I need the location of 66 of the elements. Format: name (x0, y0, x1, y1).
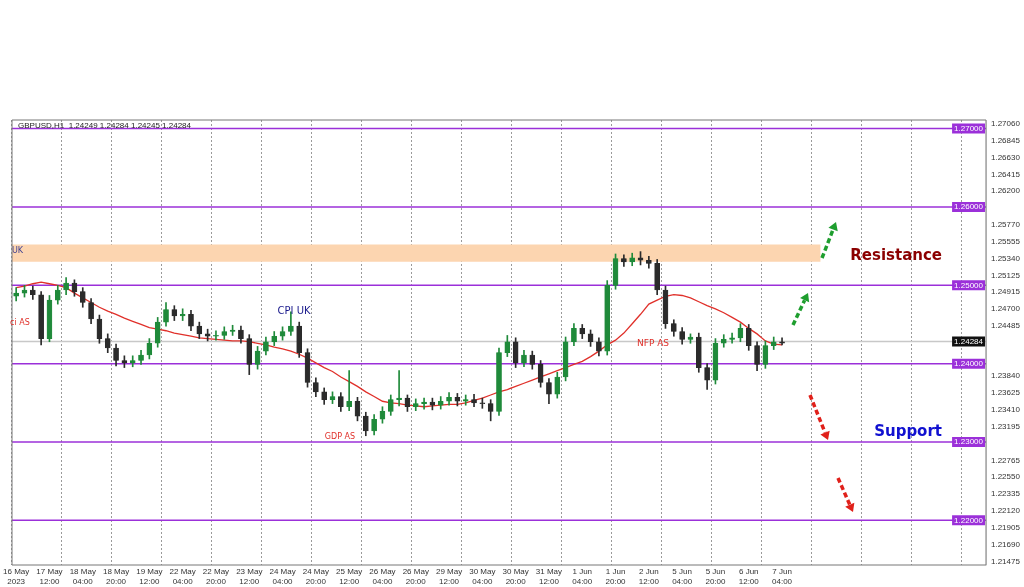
x-tick-label: 26 May 04:00 (369, 567, 396, 586)
candlestick (346, 370, 352, 411)
x-tick-label: 16 May 2023 (3, 567, 30, 586)
x-tick-label: 22 May 04:00 (169, 567, 196, 586)
x-tick-label: 19 May 12:00 (136, 567, 163, 586)
candlestick (129, 355, 136, 368)
y-tick-label: 1.22550 (991, 472, 1021, 482)
y-tick-label: 1.23625 (991, 388, 1021, 398)
y-tick-label: 1.23840 (991, 371, 1021, 381)
y-tick-label: 1.25555 (991, 237, 1021, 247)
y-tick-label: 1.25340 (991, 253, 1021, 263)
x-tick-label: 22 May 20:00 (202, 567, 230, 586)
x-tick-label: 18 May 04:00 (69, 567, 96, 586)
ref-line-label: 1.25000 (954, 280, 984, 290)
x-tick-label: 23 May 12:00 (236, 567, 263, 586)
annotation: Support (874, 421, 942, 440)
x-tick-label: 5 Jun 20:00 (705, 567, 726, 586)
x-tick-label: 7 Jun 04:00 (772, 567, 793, 586)
y-tick-label: 1.25125 (991, 270, 1021, 280)
y-tick-label: 1.24485 (991, 320, 1021, 330)
y-tick-label: 1.22765 (991, 455, 1021, 465)
y-tick-label: 1.26200 (991, 186, 1021, 196)
y-tick-label: 1.24700 (991, 304, 1021, 314)
x-tick-label: 24 May 20:00 (302, 567, 329, 586)
x-tick-label: 25 May 12:00 (336, 567, 363, 586)
x-tick-label: 30 May 20:00 (502, 567, 529, 586)
x-tick-label: 30 May 04:00 (469, 567, 496, 586)
y-tick-label: 1.21475 (991, 556, 1021, 566)
y-tick-label: 1.24915 (991, 287, 1021, 297)
x-tick-label: 2 Jun 12:00 (638, 567, 660, 586)
annotation: NFP AS (636, 338, 670, 349)
y-tick-label: 1.21905 (991, 522, 1021, 532)
y-tick-label: 1.22120 (991, 506, 1021, 516)
annotation: Resistance (850, 245, 942, 264)
band-label: UK (12, 245, 24, 255)
x-tick-label: 26 May 20:00 (402, 567, 429, 586)
x-tick-label: 17 May 12:00 (36, 567, 63, 586)
x-tick-label: 29 May 12:00 (435, 567, 463, 586)
y-tick-label: 1.22335 (991, 489, 1021, 499)
y-tick-label: 1.23195 (991, 421, 1021, 431)
x-tick-label: 18 May 20:00 (102, 567, 130, 586)
x-tick-label: 1 Jun 20:00 (605, 567, 627, 586)
annotation: ci AS (10, 318, 30, 328)
x-tick-label: 31 May 12:00 (535, 567, 563, 586)
annotation: GBPUSD,H1 1.24249 1.24284 1.24245 1.24284 (18, 121, 192, 131)
annotation: GDP AS (324, 432, 356, 442)
annotation: CPI UK (277, 304, 311, 316)
ref-line-label: 1.24000 (954, 358, 984, 368)
ref-line-label: 1.24284 (954, 336, 984, 346)
y-tick-label: 1.27060 (991, 119, 1021, 129)
ref-line-label: 1.22000 (954, 515, 984, 525)
y-tick-label: 1.26415 (991, 169, 1021, 179)
ref-line-label: 1.23000 (954, 437, 984, 447)
ref-line-label: 1.27000 (954, 123, 984, 133)
x-tick-label: 6 Jun 12:00 (738, 567, 760, 586)
y-tick-label: 1.23410 (991, 405, 1021, 415)
y-tick-label: 1.26630 (991, 152, 1021, 162)
x-tick-label: 24 May 04:00 (269, 567, 296, 586)
y-tick-label: 1.21690 (991, 539, 1021, 549)
x-tick-label: 1 Jun 04:00 (572, 567, 593, 586)
x-tick-label: 5 Jun 04:00 (672, 567, 693, 586)
candlestick (213, 330, 219, 341)
candlestick (396, 370, 402, 407)
ref-line-label: 1.26000 (954, 202, 984, 212)
y-tick-label: 1.26845 (991, 135, 1021, 145)
y-tick-label: 1.25770 (991, 220, 1021, 230)
